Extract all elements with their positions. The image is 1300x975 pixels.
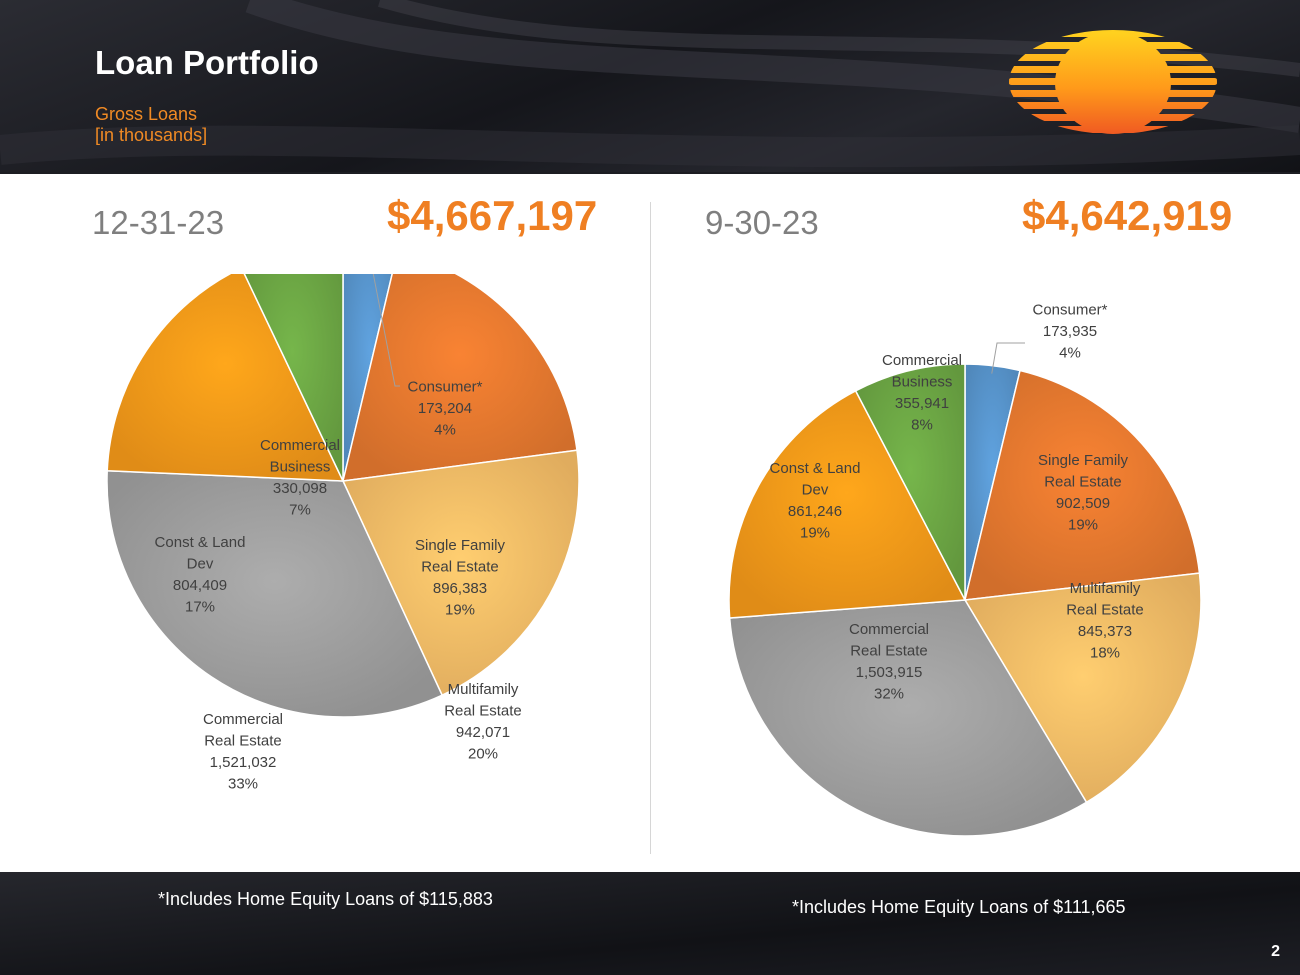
right-footnote: *Includes Home Equity Loans of $111,665 [792,897,1126,917]
slide-header: Loan Portfolio Gross Loans [in thousands… [0,0,1300,172]
left-footnote: *Includes Home Equity Loans of $115,883 [158,889,493,909]
data-label-multifamily: Multifamily Real Estate 845,373 18% [1066,580,1144,662]
left-total: $4,667,197 [387,192,598,239]
right-total: $4,642,919 [1022,192,1233,239]
pie-slice-const-land [106,274,345,482]
page-subtitle: Gross Loans [in thousands] [95,104,207,146]
page-number: 2 [1271,943,1280,960]
center-divider [650,202,651,854]
pie-slice-single-family [342,274,578,482]
pie-slice-const-land [728,389,967,619]
pie-slice-commercial-business [243,274,344,482]
pie-slice-consumer [342,274,393,482]
slide-footer: *Includes Home Equity Loans of $115,883 … [0,872,1300,975]
data-label-single-family: Single Family Real Estate 896,383 19% [415,537,506,619]
data-label-multifamily: Multifamily Real Estate 942,071 20% [444,681,522,763]
data-label-commercial-re: Commercial Real Estate 1,521,032 33% [203,711,283,793]
sunset-logo-icon [1009,30,1217,134]
right-date: 9-30-23 [705,204,819,241]
pie-chart-12-31-23: Consumer* 173,204 4% Single Family Real Esta… [106,274,580,793]
left-date: 12-31-23 [92,204,225,241]
pie-slice-multifamily [341,449,580,697]
pie-slice-commercial-re [106,469,444,718]
pie-slice-single-family [964,369,1201,601]
page-title: Loan Portfolio [95,44,319,81]
data-label-single-family: Single Family Real Estate 902,509 19% [1038,452,1129,534]
leader-line-consumer [372,274,400,387]
subtitle-line-2: [in thousands] [95,125,208,145]
pie-chart-9-30-23: Consumer* 173,935 4% Single Family Real Esta… [728,302,1202,837]
data-label-consumer: Consumer* 173,204 4% [407,379,482,439]
data-label-commercial-re: Commercial Real Estate 1,503,915 32% [849,621,929,703]
data-label-commercial-business: Commercial Business 355,941 8% [882,352,962,434]
subtitle-line-1: Gross Loans [95,104,198,124]
data-label-commercial-business: Commercial Business 330,098 7% [260,437,340,519]
data-label-const-land: Const & Land Dev 861,246 19% [770,460,861,542]
pie-slice-commercial-re [728,599,1088,837]
leader-line-consumer [991,342,1025,374]
pie-slice-commercial-business [854,363,966,601]
data-label-const-land: Const & Land Dev 804,409 17% [155,534,246,616]
pie-slice-multifamily [963,572,1202,804]
data-label-consumer: Consumer* 173,935 4% [1032,302,1107,362]
content-panel: 12-31-23 $4,667,197 9-30-23 $4,642,919 C… [0,174,1300,872]
